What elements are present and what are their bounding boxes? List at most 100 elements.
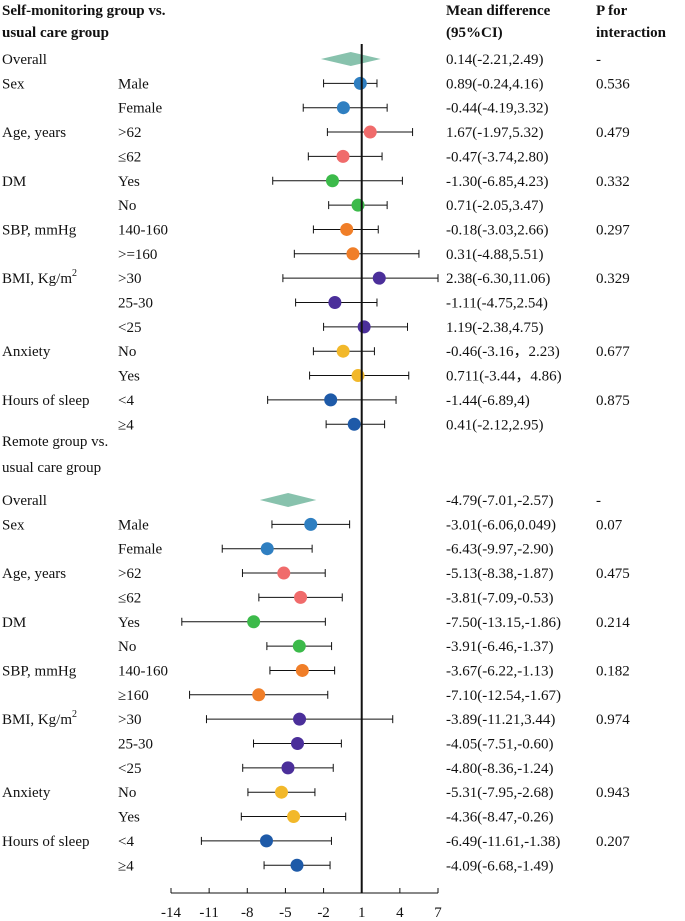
row-1-3: Female -0.44(-4.19,3.32) — [118, 101, 548, 117]
row-sublabel: No — [118, 785, 136, 801]
point-estimate — [293, 712, 307, 726]
ci-value: 0.14(-2.21,2.49) — [446, 52, 544, 68]
ci-value: -5.31(-7.95,-2.68) — [446, 785, 553, 801]
row-label: SBP, mmHg — [2, 663, 77, 679]
row-label: SBP, mmHg — [2, 222, 77, 238]
group-title-line1: Self-monitoring group vs. — [2, 3, 166, 19]
x-tick-label: 1 — [358, 905, 366, 921]
row-sublabel: Male — [118, 517, 149, 533]
row-sublabel: Male — [118, 76, 149, 92]
ci-value: -0.47(-3.74,2.80) — [446, 149, 548, 165]
p-value: - — [596, 493, 601, 509]
row-2-13: Anxiety No -5.31(-7.95,-2.68) 0.943 — [2, 785, 630, 801]
row-1-6: DM Yes -1.30(-6.85,4.23) 0.332 — [2, 174, 630, 190]
point-estimate — [291, 737, 305, 750]
row-1-1: Overall 0.14(-2.21,2.49) - — [2, 52, 601, 68]
row-sublabel: 25-30 — [118, 737, 153, 753]
ci-value: -3.89(-11.21,3.44) — [446, 712, 555, 728]
row-sublabel: ≥4 — [118, 417, 134, 433]
row-sublabel: >=160 — [118, 247, 157, 263]
ci-value: -7.50(-13.15,-1.86) — [446, 615, 561, 631]
point-estimate — [304, 517, 318, 531]
row-2-3: Female -6.43(-9.97,-2.90) — [118, 542, 553, 558]
p-value: 0.182 — [596, 663, 630, 679]
row-1-7: No 0.71(-2.05,3.47) — [118, 198, 544, 214]
row-sublabel: No — [118, 344, 136, 360]
row-label: DM — [2, 174, 26, 190]
p-value: 0.943 — [596, 785, 630, 801]
group-title-line2: usual care group — [2, 25, 109, 41]
point-estimate — [260, 542, 274, 556]
point-estimate — [347, 417, 361, 431]
forest-rows: Overall 0.14(-2.21,2.49) - Sex Male 0.89(-0.2… — [2, 52, 630, 874]
row-sublabel: >30 — [118, 271, 141, 287]
row-2-12: <25 -4.80(-8.36,-1.24) — [118, 761, 553, 777]
p-value: 0.677 — [596, 344, 630, 360]
row-2-8: SBP, mmHg 140-160 -3.67(-6.22,-1.13) 0.182 — [2, 663, 630, 679]
point-estimate — [292, 639, 306, 653]
ci-value: -5.13(-8.38,-1.87) — [446, 566, 553, 582]
ci-value: 0.711(-3.44，4.86) — [446, 369, 562, 385]
row-sublabel: ≥160 — [118, 688, 149, 704]
p-value: 0.974 — [596, 712, 630, 728]
point-estimate — [294, 590, 308, 604]
row-label: Sex — [2, 76, 25, 92]
x-tick-label: -11 — [199, 905, 218, 921]
x-tick-label: -14 — [161, 905, 181, 921]
ci-value: -3.01(-6.06,0.049) — [446, 517, 556, 533]
row-label: Age, years — [2, 125, 66, 141]
p-value: 0.297 — [596, 222, 630, 238]
ci-value: -3.81(-7.09,-0.53) — [446, 590, 553, 606]
point-estimate — [274, 785, 288, 799]
ci-value: -1.44(-6.89,4) — [446, 393, 530, 409]
superscript: 2 — [72, 709, 77, 720]
p-value: 0.875 — [596, 393, 630, 409]
row-2-5: ≤62 -3.81(-7.09,-0.53) — [118, 590, 553, 606]
row-1-15: Hours of sleep <4 -1.44(-6.89,4) 0.875 — [2, 393, 630, 409]
ci-value: 2.38(-6.30,11.06) — [446, 271, 550, 287]
row-2-2: Sex Male -3.01(-6.06,0.049) 0.07 — [2, 517, 623, 533]
row-2-1: Overall -4.79(-7.01,-2.57) - — [2, 493, 601, 509]
point-estimate — [340, 222, 354, 236]
ci-value: -0.18(-3.03,2.66) — [446, 222, 548, 238]
row-sublabel: 25-30 — [118, 296, 153, 312]
row-sublabel: <25 — [118, 761, 141, 777]
row-1-8: SBP, mmHg 140-160 -0.18(-3.03,2.66) 0.297 — [2, 222, 630, 238]
row-sublabel: 140-160 — [118, 222, 168, 238]
p-interaction-header-line1: P for — [596, 3, 628, 19]
row-2-16: ≥4 -4.09(-6.68,-1.49) — [118, 858, 553, 874]
row-2-7: No -3.91(-6.46,-1.37) — [118, 639, 553, 655]
ci-value: -6.49(-11.61,-1.38) — [446, 834, 560, 850]
row-2-14: Yes -4.36(-8.47,-0.26) — [118, 810, 553, 826]
row-sublabel: Yes — [118, 810, 140, 826]
row-2-11: 25-30 -4.05(-7.51,-0.60) — [118, 737, 553, 753]
row-1-2: Sex Male 0.89(-0.24,4.16) 0.536 — [2, 76, 630, 92]
ci-value: 0.31(-4.88,5.51) — [446, 247, 544, 263]
ci-value: 1.67(-1.97,5.32) — [446, 125, 544, 141]
row-label: Anxiety — [2, 785, 51, 801]
point-estimate — [287, 810, 301, 824]
row-label: Overall — [2, 493, 47, 509]
point-estimate — [336, 101, 350, 115]
row-label: Hours of sleep — [2, 834, 89, 850]
row-sublabel: ≥4 — [118, 858, 134, 874]
row-label: BMI, Kg/m2 — [2, 709, 77, 728]
point-estimate — [372, 271, 386, 285]
x-tick-label: -2 — [317, 905, 330, 921]
row-sublabel: Yes — [118, 174, 140, 190]
ci-value: -4.05(-7.51,-0.60) — [446, 737, 553, 753]
row-sublabel: Yes — [118, 615, 140, 631]
row-sublabel: ≤62 — [118, 149, 141, 165]
row-label: Sex — [2, 517, 25, 533]
overall-diamond — [320, 52, 381, 66]
ci-value: -0.46(-3.16，2.23) — [446, 344, 560, 360]
row-label: Hours of sleep — [2, 393, 89, 409]
row-sublabel: >30 — [118, 712, 141, 728]
row-label: DM — [2, 615, 26, 631]
superscript: 2 — [72, 268, 77, 279]
row-sublabel: <25 — [118, 320, 141, 336]
p-value: 0.536 — [596, 76, 630, 92]
row-1-13: Anxiety No -0.46(-3.16，2.23) 0.677 — [2, 344, 630, 360]
point-estimate — [259, 834, 273, 848]
row-2-4: Age, years >62 -5.13(-8.38,-1.87) 0.475 — [2, 566, 630, 582]
